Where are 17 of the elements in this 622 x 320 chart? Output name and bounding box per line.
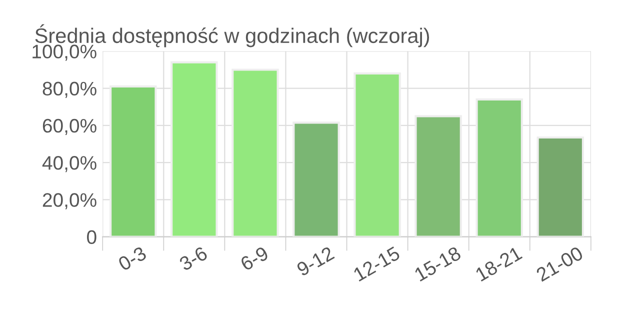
bar [414,115,462,237]
x-tick-label: 3-6 [178,246,208,272]
y-tick-label: 80,0% [42,82,96,98]
bar [476,98,523,237]
bar [110,85,157,237]
bar [354,72,401,237]
x-tick-label: 6-9 [240,246,270,272]
bar [232,68,279,237]
x-tick-label: 9-12 [296,246,335,277]
y-tick-label: 0 [87,230,96,244]
y-tick-label: 60,0% [42,118,96,135]
y-tick-label: 20,0% [42,193,96,210]
bar [170,61,218,237]
bar [536,136,584,237]
x-tick-label: 0-3 [117,246,148,272]
bar [292,122,340,237]
y-tick-label: 40,0% [42,156,96,172]
